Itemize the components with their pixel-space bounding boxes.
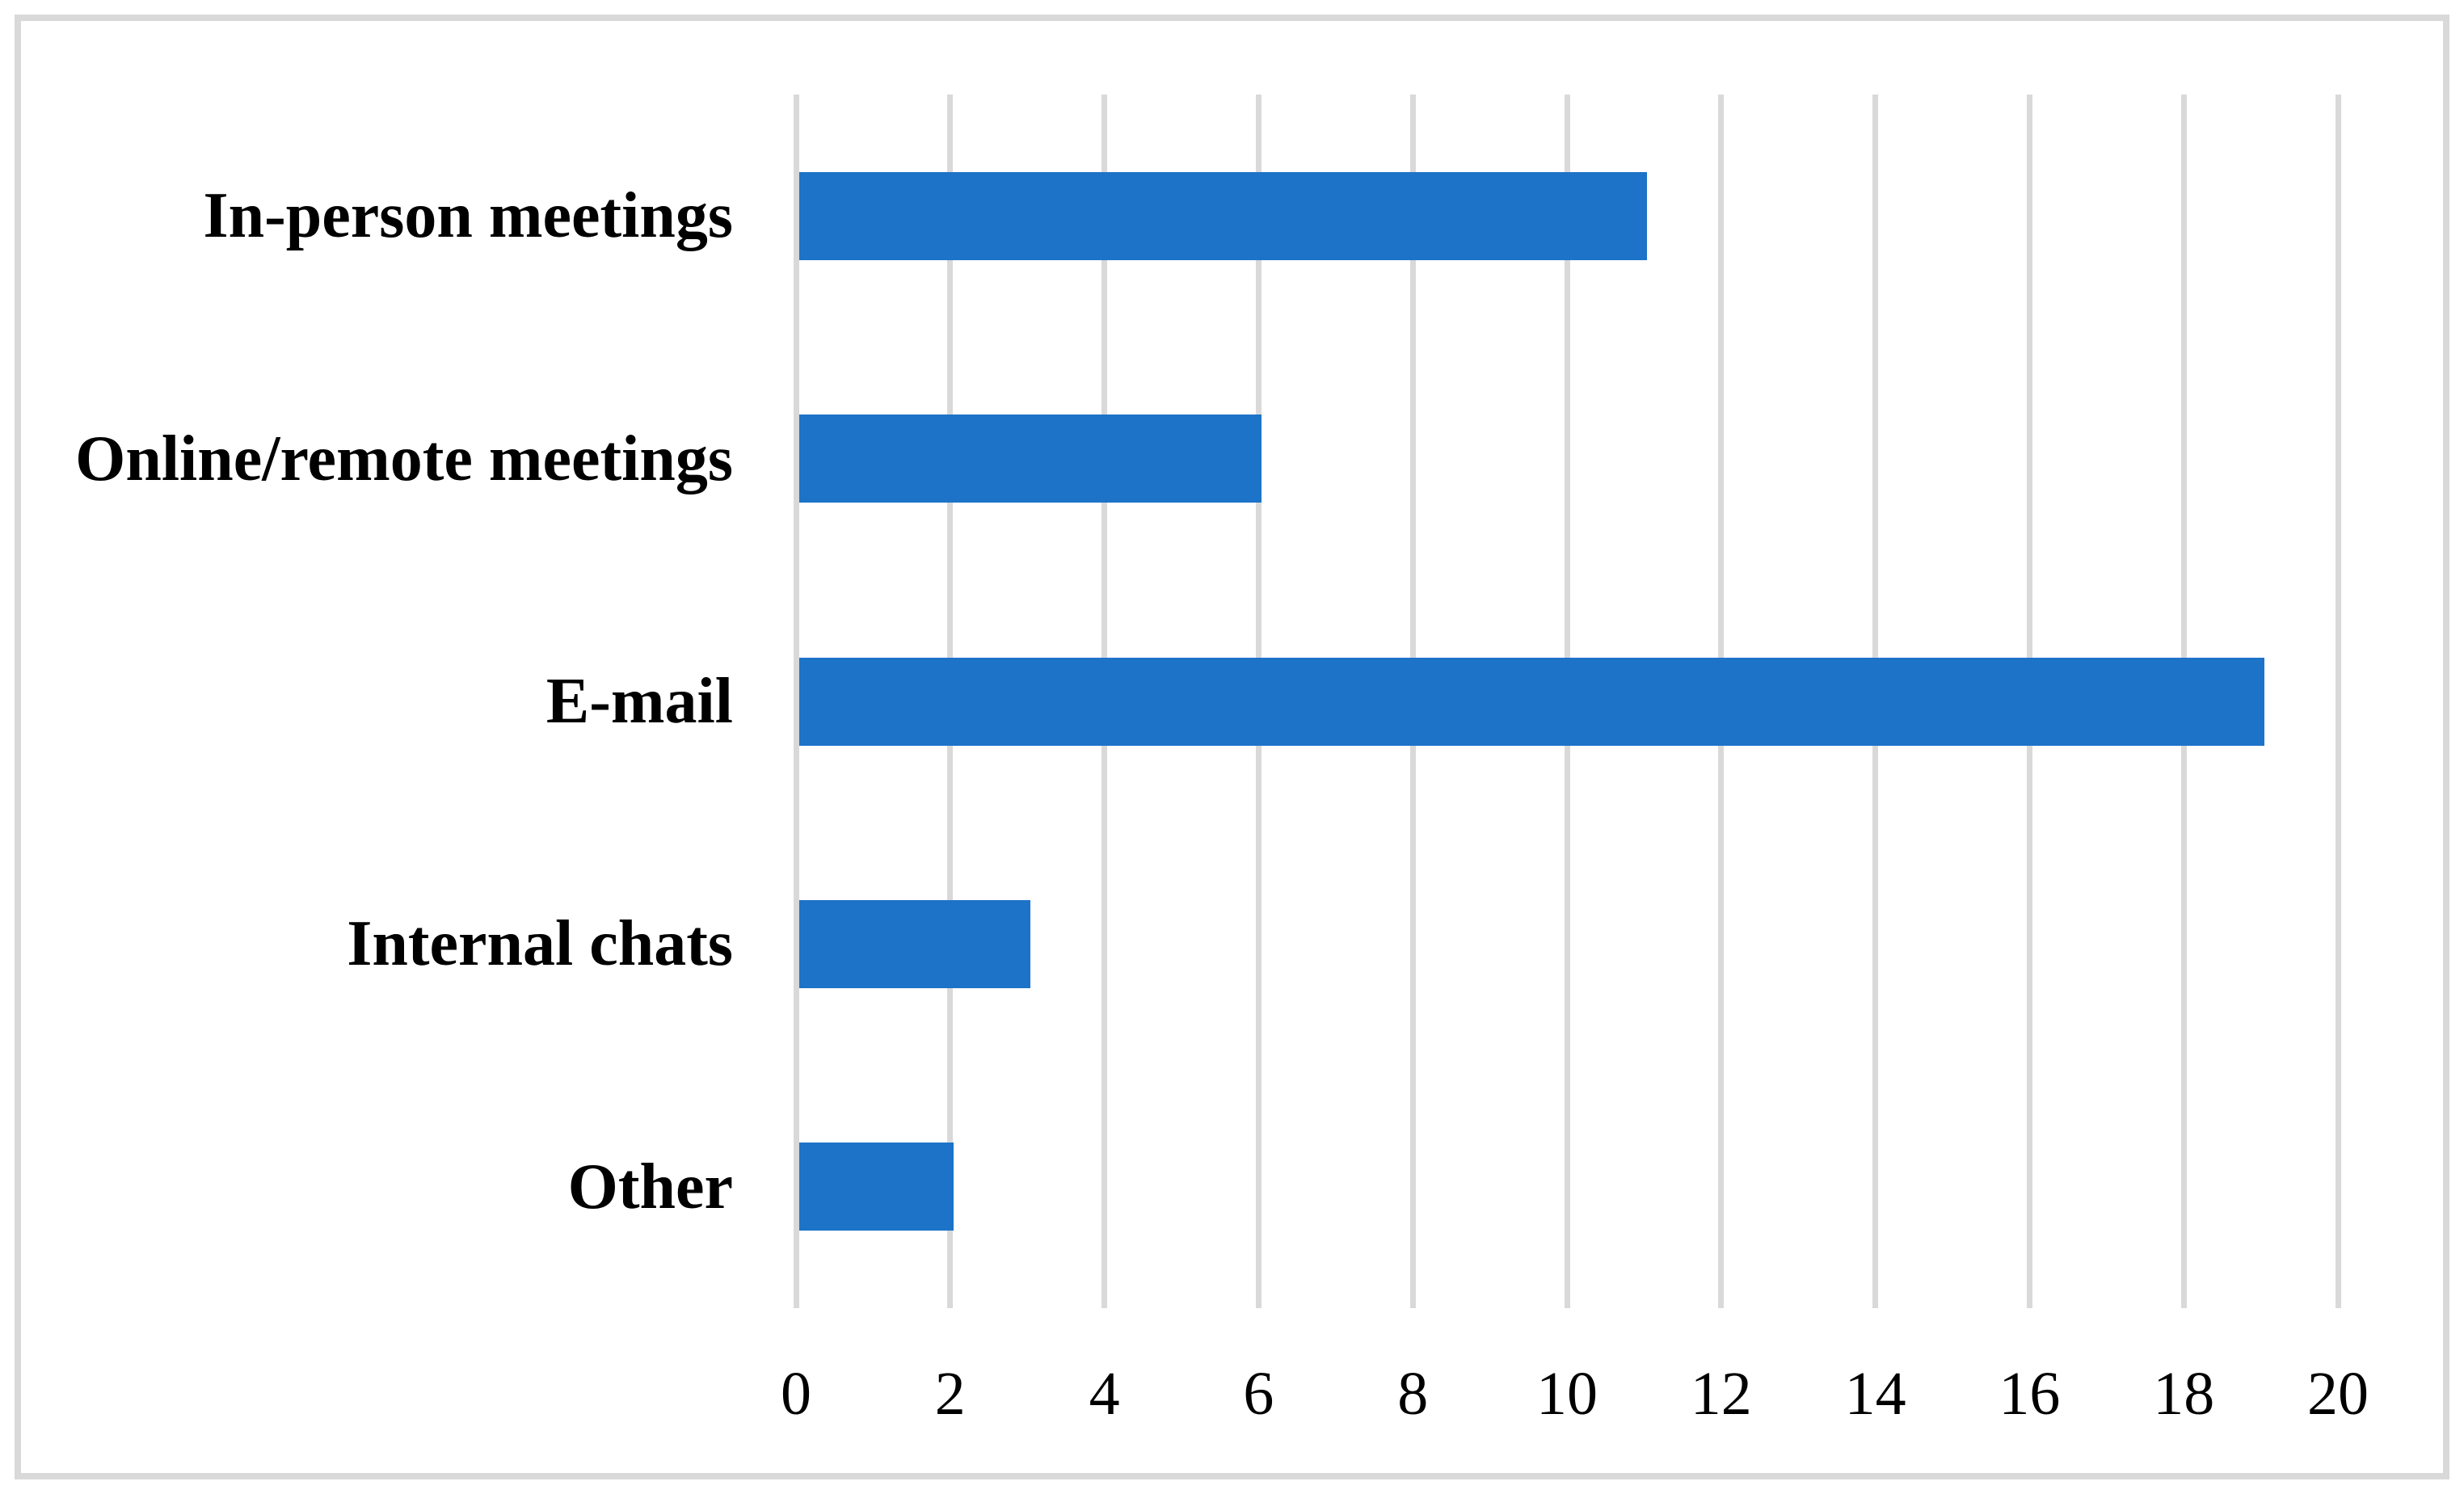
category-label-internal-chats: Internal chats xyxy=(347,908,733,980)
x-tick-label-20: 20 xyxy=(2307,1360,2369,1428)
x-tick-label-16: 16 xyxy=(1999,1360,2061,1428)
x-tick-label-8: 8 xyxy=(1397,1360,1429,1428)
plot-area: In-person meetings Online/remote meetings… xyxy=(75,95,2369,1425)
category-label-other: Other xyxy=(567,1151,733,1223)
bar-online-remote-meetings xyxy=(799,415,1262,503)
category-label-e-mail: E-mail xyxy=(545,665,733,737)
gridline-x-20 xyxy=(2335,95,2341,1308)
bar-in-person-meetings xyxy=(799,171,1648,260)
bar-other xyxy=(799,1143,954,1231)
category-label-in-person-meetings: In-person meetings xyxy=(203,180,733,252)
bar-internal-chats xyxy=(799,899,1031,988)
gridline-x-0 xyxy=(793,95,799,1308)
bar-e-mail xyxy=(799,657,2264,746)
category-label-online-remote-meetings: Online/remote meetings xyxy=(75,423,733,494)
x-tick-label-12: 12 xyxy=(1690,1360,1752,1428)
x-tick-label-14: 14 xyxy=(1844,1360,1906,1428)
x-tick-label-18: 18 xyxy=(2153,1360,2215,1428)
x-tick-label-6: 6 xyxy=(1243,1360,1274,1428)
x-tick-label-4: 4 xyxy=(1089,1360,1120,1428)
x-tick-label-10: 10 xyxy=(1536,1360,1598,1428)
x-tick-label-2: 2 xyxy=(934,1360,966,1428)
x-tick-label-0: 0 xyxy=(781,1360,811,1428)
